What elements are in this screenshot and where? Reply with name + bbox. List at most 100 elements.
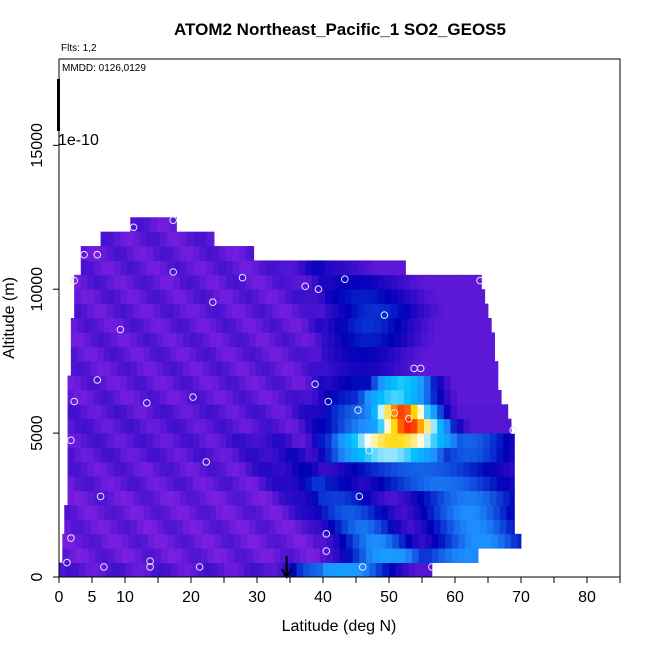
heatmap-cell — [278, 447, 286, 463]
heatmap-cell — [150, 505, 158, 520]
heatmap-cell — [265, 461, 273, 477]
heatmap-cell — [305, 490, 313, 506]
heatmap-cell — [268, 346, 276, 362]
heatmap-cell — [486, 318, 492, 333]
heatmap-cell — [262, 346, 270, 362]
heatmap-cell — [417, 274, 425, 290]
heatmap-cell — [140, 476, 148, 492]
heatmap-cell — [80, 246, 88, 261]
heatmap-cell — [74, 289, 82, 305]
heatmap-cell — [107, 260, 115, 276]
heatmap-cell — [305, 274, 313, 290]
heatmap-cell — [470, 404, 478, 420]
heatmap-cell — [447, 361, 455, 376]
heatmap-cell — [285, 447, 293, 463]
heatmap-cell — [326, 548, 334, 564]
heatmap-cell — [255, 332, 263, 348]
heatmap-cell — [265, 375, 273, 391]
heatmap-cell — [359, 548, 367, 564]
heatmap-cell — [384, 303, 392, 319]
heatmap-cell — [463, 375, 471, 391]
heatmap-cell — [331, 418, 339, 434]
heatmap-cell — [425, 533, 433, 549]
heatmap-cell — [166, 303, 174, 319]
heatmap-cell — [179, 289, 187, 305]
heatmap-cell — [110, 505, 118, 520]
heatmap-cell — [476, 490, 484, 506]
heatmap-cell — [384, 447, 392, 463]
heatmap-cell — [173, 404, 181, 420]
heatmap-cell — [158, 562, 165, 578]
heatmap-cell — [133, 447, 141, 463]
heatmap-cell — [154, 548, 162, 564]
heatmap-cell — [311, 289, 319, 305]
heatmap-cell — [70, 519, 78, 535]
heatmap-cell — [417, 433, 425, 448]
heatmap-cell — [425, 548, 433, 564]
heatmap-cell — [245, 246, 253, 261]
heatmap-cell — [120, 404, 128, 420]
heatmap-cell — [361, 346, 369, 362]
heatmap-cell — [111, 562, 119, 578]
x-tick-label: 30 — [248, 589, 266, 606]
heatmap-cell — [404, 289, 412, 305]
heatmap-cell — [275, 505, 283, 520]
heatmap-cell — [222, 505, 230, 520]
heatmap-cell — [483, 461, 491, 477]
heatmap-cell — [311, 433, 319, 448]
heatmap-cell — [341, 519, 349, 535]
heatmap-cell — [443, 303, 451, 319]
heatmap-cell — [166, 231, 174, 247]
heatmap-cell — [110, 318, 118, 333]
heatmap-cell — [232, 246, 240, 261]
heatmap-cell — [153, 231, 161, 247]
heatmap-cell — [517, 533, 522, 549]
heatmap-cell — [354, 361, 362, 376]
heatmap-cell — [252, 461, 260, 477]
heatmap-cell — [252, 476, 260, 492]
heatmap-cell — [458, 548, 466, 564]
heatmap-cell — [504, 533, 512, 549]
heatmap-cell — [239, 246, 247, 261]
heatmap-cell — [489, 433, 497, 448]
heatmap-cell — [252, 389, 260, 405]
heatmap-cell — [460, 361, 468, 376]
heatmap-cell — [207, 533, 215, 549]
x-tick-label: 20 — [182, 589, 200, 606]
heatmap-cell — [186, 418, 194, 434]
heatmap-cell — [282, 505, 290, 520]
heatmap-cell — [186, 231, 194, 247]
heatmap-cell — [285, 389, 293, 405]
heatmap-cell — [384, 490, 392, 506]
heatmap-cell — [163, 519, 171, 535]
heatmap-cell — [398, 533, 406, 549]
heatmap-cell — [493, 346, 495, 362]
heatmap-cell — [133, 260, 141, 276]
heatmap-cell — [245, 461, 253, 477]
heatmap-cell — [344, 433, 352, 448]
heatmap-cell — [427, 346, 435, 362]
heatmap-cell — [120, 476, 128, 492]
heatmap-cell — [351, 433, 359, 448]
heatmap-cell — [186, 246, 194, 261]
heatmap-cell — [344, 461, 352, 477]
heatmap-cell — [390, 418, 398, 434]
heatmap-cell — [151, 562, 159, 578]
heatmap-cell — [357, 375, 365, 391]
heatmap-cell — [123, 361, 131, 376]
heatmap-cell — [456, 289, 464, 305]
heatmap-cell — [140, 231, 148, 247]
heatmap-cell — [443, 418, 451, 434]
heatmap-cell — [463, 433, 471, 448]
heatmap-cell — [437, 375, 445, 391]
heatmap-cell — [243, 562, 251, 578]
heatmap-cell — [217, 562, 225, 578]
heatmap-cell — [258, 433, 266, 448]
heatmap-cell — [321, 361, 329, 376]
heatmap-cell — [311, 274, 319, 290]
heatmap-cell — [305, 404, 313, 420]
heatmap-cell — [249, 318, 257, 333]
heatmap-cell — [100, 418, 108, 434]
heatmap-cell — [423, 274, 431, 290]
heatmap-cell — [179, 476, 187, 492]
